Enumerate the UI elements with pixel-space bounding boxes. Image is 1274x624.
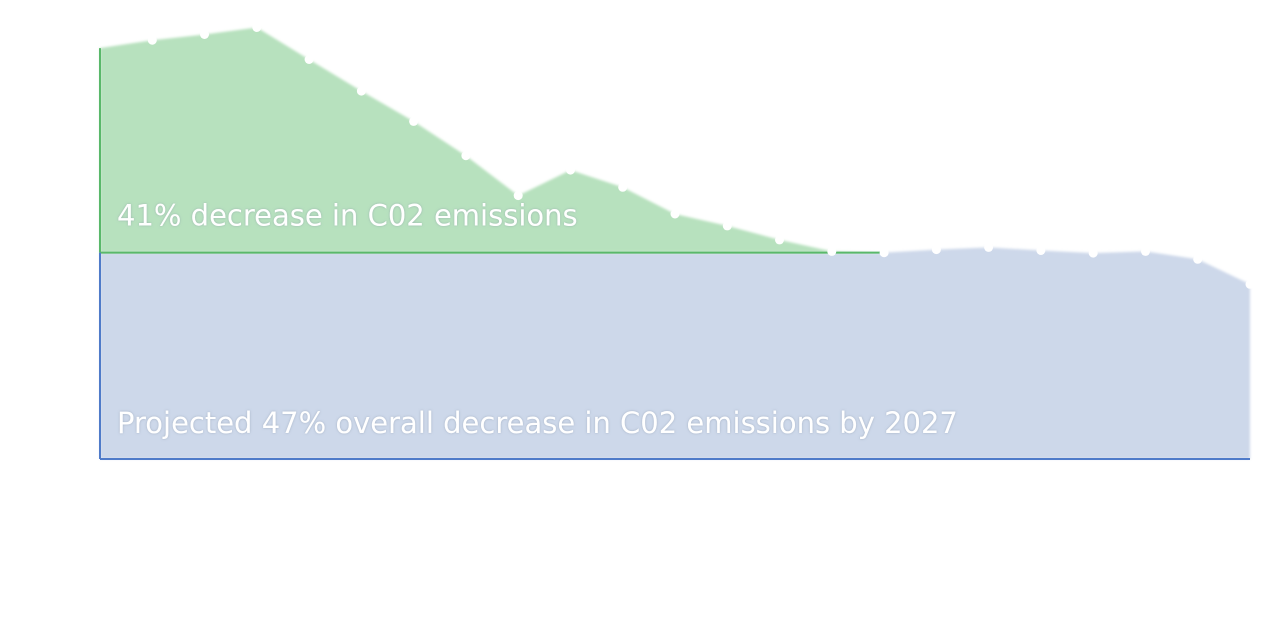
projected-point-2 xyxy=(1036,246,1046,255)
achieved-area xyxy=(100,27,885,253)
achieved-point-14 xyxy=(879,248,889,258)
achieved-point-2 xyxy=(252,23,262,32)
data-points-group xyxy=(147,23,1255,289)
achieved-point-0 xyxy=(147,35,157,45)
achieved-point-3 xyxy=(304,55,314,64)
achieved-point-11 xyxy=(722,221,732,231)
projected-point-1 xyxy=(984,242,994,252)
achieved-point-6 xyxy=(461,151,471,161)
achieved-point-7 xyxy=(513,191,523,201)
achieved-point-10 xyxy=(670,209,680,219)
projected-point-0 xyxy=(931,245,941,255)
plot-area xyxy=(99,23,1255,460)
projected-point-5 xyxy=(1193,254,1203,264)
achieved-point-12 xyxy=(775,235,784,245)
achieved-point-13 xyxy=(827,246,837,256)
projected-point-3 xyxy=(1088,248,1098,258)
projected-point-4 xyxy=(1141,246,1150,256)
achieved-point-8 xyxy=(566,165,575,175)
achieved-annotation: 41% decrease in C02 emissions xyxy=(117,199,578,233)
achieved-point-5 xyxy=(409,116,419,126)
projected-area xyxy=(100,247,1250,459)
achieved-point-9 xyxy=(618,182,628,192)
projected-annotation: Projected 47% overall decrease in C02 em… xyxy=(117,406,958,440)
achieved-point-1 xyxy=(200,30,209,39)
achieved-point-4 xyxy=(356,86,366,96)
projected-point-6 xyxy=(1245,279,1255,289)
